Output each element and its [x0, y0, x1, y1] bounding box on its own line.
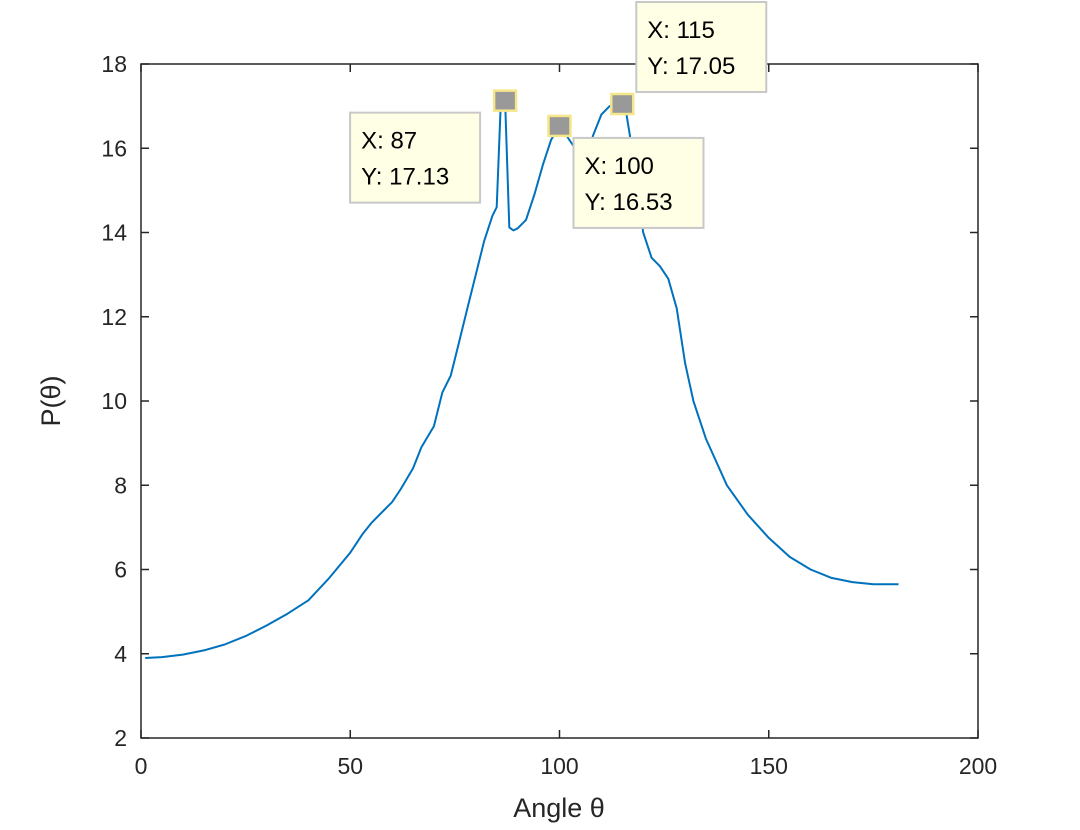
datatip-marker[interactable] [492, 89, 518, 112]
datatip-background [349, 111, 482, 204]
series-line [145, 99, 899, 659]
x-tick-label: 100 [540, 753, 578, 779]
y-axis-label: P(θ) [36, 375, 66, 426]
x-tick-label: 150 [750, 753, 788, 779]
datatip-x-text: X: 115 [647, 17, 715, 44]
y-tick-label: 8 [114, 472, 127, 498]
datatips: X: 87 Y: 17.13 X: 100 Y: 16.53 X: 115 Y: 17.0… [349, 1, 768, 229]
y-tick-label: 6 [114, 557, 127, 583]
y-tick-label: 12 [101, 304, 127, 330]
datatip-marker[interactable] [547, 114, 572, 138]
datatip-marker[interactable] [610, 92, 635, 116]
datatip-x-text: X: 87 [361, 128, 417, 155]
y-tick-label: 10 [101, 388, 127, 414]
datatip-box: X: 115 Y: 17.05 [635, 1, 768, 94]
x-tick-label: 200 [959, 753, 997, 779]
y-tick-label: 18 [101, 51, 127, 77]
datatip-y-text: Y: 17.05 [647, 53, 735, 80]
datatip-markers [492, 89, 635, 138]
y-tick-label: 16 [101, 135, 127, 161]
y-tick-label: 4 [114, 641, 127, 667]
datatip-background [635, 1, 768, 94]
axis-ticks: 0 50 100 150 200 2 4 6 8 10 12 14 16 18 [101, 51, 997, 779]
series-layer [145, 99, 899, 659]
datatip-background [572, 136, 705, 229]
y-tick-label: 2 [114, 725, 127, 751]
datatip-x-text: X: 100 [585, 153, 654, 180]
plot-area [140, 63, 979, 739]
x-axis-label: Angle θ [513, 793, 605, 823]
x-tick-label: 50 [337, 753, 363, 779]
datatip-y-text: Y: 16.53 [585, 189, 673, 216]
datatip-box: X: 100 Y: 16.53 [572, 136, 705, 229]
y-tick-label: 14 [101, 220, 127, 246]
x-tick-label: 0 [135, 753, 148, 779]
datatip-box: X: 87 Y: 17.13 [349, 111, 482, 204]
datatip-y-text: Y: 17.13 [361, 164, 449, 191]
